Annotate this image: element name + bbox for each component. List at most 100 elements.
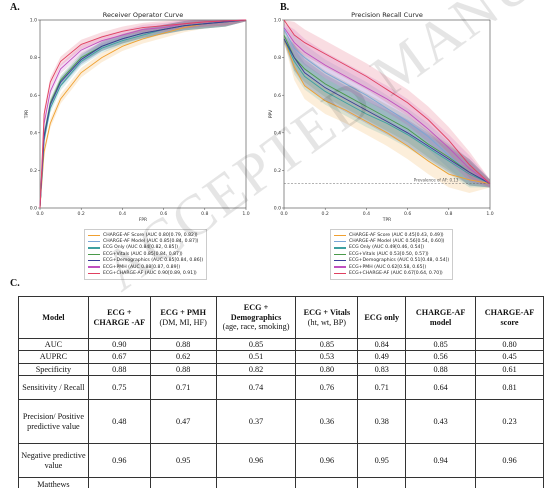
table-row: Precision/ Positive predictive value 0.48… (18, 399, 544, 445)
table-cell (357, 477, 407, 488)
roc-legend: CHARGE-AF Score (AUC 0.80[0.79, 0.82]) CH… (84, 229, 208, 280)
table-cell (405, 477, 477, 488)
pr-y-tick-label: 0.8 (274, 55, 281, 61)
pr-x-tick-label: 0.2 (322, 211, 329, 217)
table-header-cell: Model (18, 296, 89, 339)
pr-series-line-2 (283, 38, 491, 184)
table-cell (295, 477, 359, 488)
roc-y-tick-label: 1.0 (30, 18, 37, 24)
table-cell (149, 477, 217, 488)
table-cell: 0.75 (87, 375, 151, 401)
table-header-main: CHARGE-AF score (484, 308, 535, 327)
roc-x-tick-label: 0.8 (201, 211, 208, 217)
roc-legend-swatch (88, 272, 100, 275)
table-cell: 0.56 (405, 350, 477, 364)
table-header-main: ECG only (364, 312, 400, 322)
table-cell: 0.82 (215, 362, 297, 377)
table-cell: 0.38 (357, 399, 407, 445)
table-cell: 0.43 (405, 399, 477, 445)
table-cell: 0.96 (215, 443, 297, 479)
roc-chart: Receiver Operator Curve 0.0 0.2 0.4 0.6 0.8 1.… (22, 10, 258, 231)
table-row: Matthews (18, 477, 544, 488)
table-cell: 0.95 (357, 443, 407, 479)
table-row-label: Negative predictive value (18, 443, 89, 479)
roc-title: Receiver Operator Curve (103, 11, 184, 19)
pr-legend-label: ECG+PMH (AUC 0.62[0.58, 0.65]) (349, 264, 427, 270)
pr-band-1 (284, 25, 490, 188)
pr-legend-swatch (334, 253, 346, 256)
table-cell: 0.85 (405, 337, 477, 352)
table-cell: 0.96 (475, 443, 544, 479)
table-header-main: CHARGE-AF model (415, 308, 466, 327)
table-header-row: Model ECG + CHARGE -AF ECG + PMH (DM, MI, H… (18, 296, 544, 339)
table-cell: 0.67 (87, 350, 151, 364)
pr-band-6 (284, 20, 490, 188)
table-cell: 0.74 (215, 375, 297, 401)
table-cell: 0.81 (475, 375, 544, 401)
pr-legend-label: CHARGE-AF Score (AUC 0.45[0.43, 0.49]) (349, 232, 444, 238)
roc-legend-entry: ECG+PMH (AUC 0.88[0.87, 0.89]) (88, 264, 203, 270)
pr-series-line-6 (283, 19, 491, 184)
table-cell: 0.48 (87, 399, 151, 445)
table-header-cell: ECG only (357, 296, 407, 339)
pr-legend-entry: ECG+Vitals (AUC 0.53[0.50, 0.57]) (334, 251, 449, 257)
table-header-sub: (age, race, smoking) (222, 322, 290, 332)
metrics-table: Model ECG + CHARGE -AF ECG + PMH (DM, MI, H… (18, 296, 544, 488)
roc-y-tick-label: 0.4 (30, 130, 37, 136)
roc-legend-entry: ECG+Demographics (AUC 0.85[0.84, 0.86]) (88, 258, 203, 264)
table-cell: 0.61 (475, 362, 544, 377)
roc-x-axis-label: FPR (139, 217, 147, 223)
table-cell: 0.49 (357, 350, 407, 364)
table-header-cell: CHARGE-AF model (405, 296, 477, 339)
pr-legend-swatch (334, 234, 346, 236)
pr-legend-entry: CHARGE-AF Score (AUC 0.45[0.43, 0.49]) (334, 232, 449, 238)
table-header-cell: ECG + CHARGE -AF (87, 296, 151, 339)
roc-series-line-6 (39, 19, 247, 209)
table-cell: 0.64 (405, 375, 477, 401)
table-header-sub: (ht, wt, BP) (307, 317, 346, 327)
table-row: Negative predictive value 0.96 0.95 0.96 0.9… (18, 443, 544, 479)
pr-legend-label: ECG+Demographics (AUC 0.51[0.48, 0.54]) (349, 258, 450, 264)
table-row: AUPRC 0.67 0.62 0.51 0.53 0.49 0.56 0.45 (18, 350, 544, 364)
table-cell: 0.71 (149, 375, 217, 401)
pr-y-tick-label: 1.0 (274, 18, 281, 24)
table-row-label: AUC (18, 337, 89, 352)
table-cell (475, 477, 544, 488)
roc-y-tick-label: 0.8 (30, 55, 37, 61)
roc-legend-entry: ECG+Vitals (AUC 0.85[0.84, 0.87]) (88, 251, 203, 257)
table-row-label: Matthews (18, 477, 89, 488)
table-body: AUC 0.90 0.88 0.85 0.85 0.84 0.85 0.80 AUPRC 0.67… (18, 337, 544, 488)
pr-y-tick-label: 0.0 (274, 206, 281, 212)
table-cell: 0.80 (295, 362, 359, 377)
table-header-main: ECG + PMH (160, 308, 206, 318)
table-header-main: ECG + Vitals (303, 308, 351, 318)
pr-legend-entry: ECG+PMH (AUC 0.62[0.58, 0.65]) (334, 264, 449, 270)
pr-legend-swatch (334, 240, 346, 243)
table-cell (87, 477, 151, 488)
pr-band-0 (284, 34, 490, 193)
table-row: Sensitivity / Recall 0.75 0.71 0.74 0.76 0.71… (18, 375, 544, 401)
pr-legend-swatch (334, 272, 346, 275)
table-cell: 0.84 (357, 337, 407, 352)
table-row-label: Precision/ Positive predictive value (18, 399, 89, 445)
pr-legend-entry: ECG Only (AUC 0.49[0.46, 0.54]) (334, 245, 449, 251)
pr-legend-label: CHARGE-AF Model (AUC 0.56[0.54, 0.60]) (349, 239, 445, 245)
roc-x-tick-label: 1.0 (242, 211, 249, 217)
table-header-cell: ECG + Vitals (ht, wt, BP) (295, 296, 359, 339)
roc-series-line-4 (39, 19, 247, 209)
roc-legend-label: CHARGE-AF Score (AUC 0.80[0.79, 0.82]) (103, 232, 198, 238)
table-header-main: ECG + Demographics (230, 303, 282, 322)
pr-series-line-3 (283, 34, 491, 184)
pr-legend-swatch (334, 266, 346, 268)
table-header-main: Model (42, 312, 65, 322)
roc-legend-swatch (88, 260, 100, 262)
pr-y-tick-label: 0.6 (274, 93, 281, 99)
table-cell: 0.53 (295, 350, 359, 364)
roc-y-tick-label: 0.0 (30, 206, 37, 212)
roc-legend-entry: CHARGE-AF Model (AUC 0.85[0.84, 0.87]) (88, 238, 203, 244)
panel-a-label: A. (10, 2, 20, 13)
pr-legend: CHARGE-AF Score (AUC 0.45[0.43, 0.49]) CH… (330, 229, 454, 280)
table-cell: 0.95 (149, 443, 217, 479)
table-cell: 0.88 (149, 337, 217, 352)
roc-legend-swatch (88, 253, 100, 256)
